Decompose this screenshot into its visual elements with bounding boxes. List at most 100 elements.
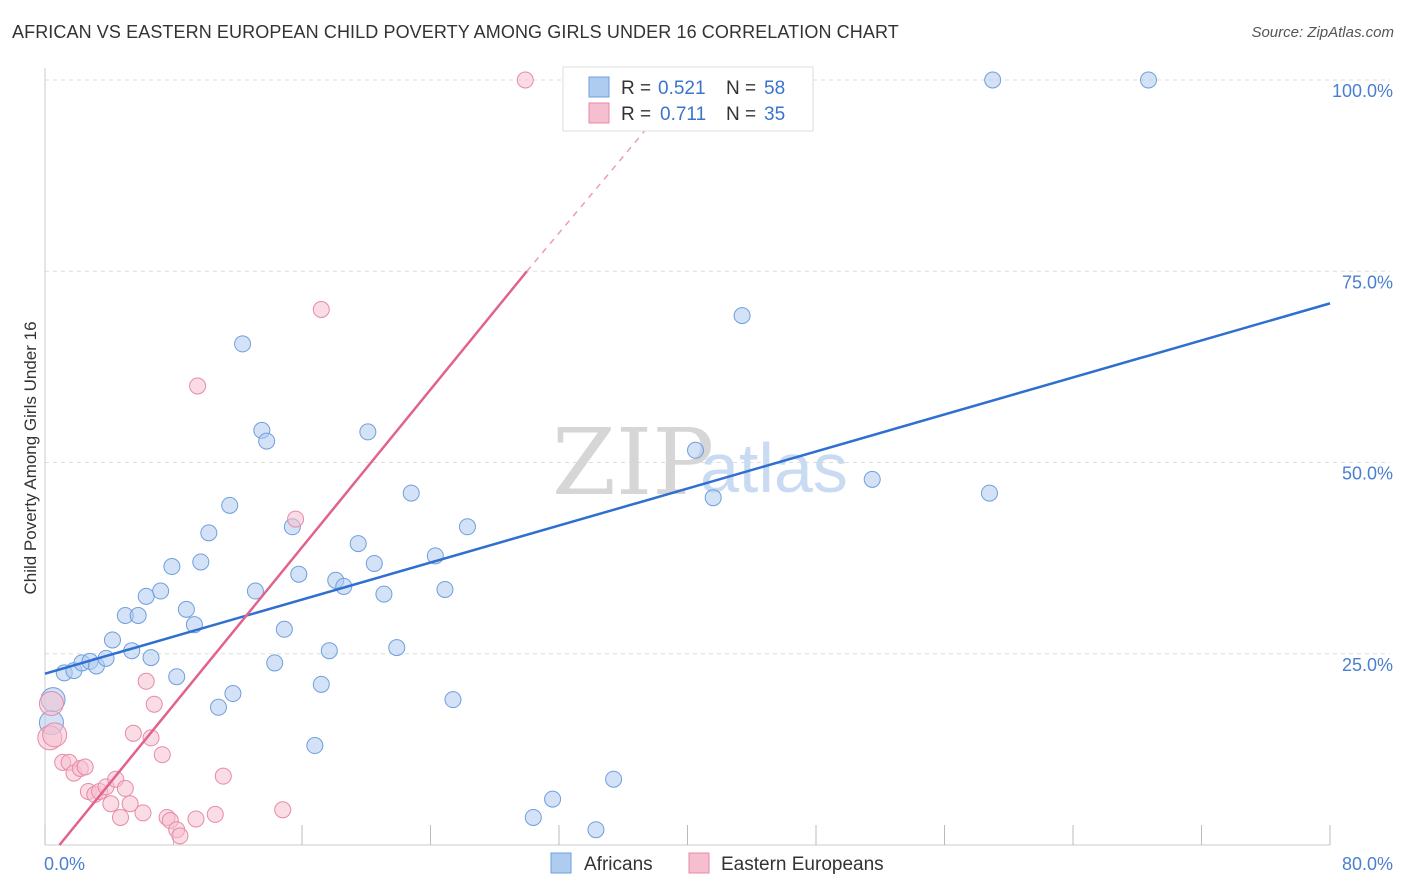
legend-africans-n-value: 58 <box>764 78 785 99</box>
legend-africans-r-label: R = <box>621 78 651 99</box>
eastern-point <box>102 795 120 813</box>
watermark-zip: ZIP <box>552 409 714 516</box>
grid-lines <box>45 79 1390 655</box>
africans-point <box>436 580 454 598</box>
legend-eastern-r-value: 0.711 <box>660 104 706 125</box>
africans-point <box>163 558 181 576</box>
africans-point <box>200 524 218 542</box>
watermark: ZIP atlas <box>552 409 848 516</box>
africans-point <box>587 821 605 839</box>
africans-point <box>168 668 186 686</box>
series-legend-swatch-africans <box>550 852 572 874</box>
x-tick-label: 80.0% <box>1342 854 1393 874</box>
africans-point <box>221 496 239 514</box>
eastern-point <box>145 695 163 713</box>
africans-point <box>605 770 623 788</box>
correlation-legend: R = 0.521 N = 58 R = 0.711 N = 35 <box>562 66 814 132</box>
legend-africans-r-value: 0.521 <box>658 78 706 99</box>
x-tick-label: 0.0% <box>44 854 85 874</box>
africans-point <box>388 639 406 657</box>
africans-point <box>129 607 147 624</box>
data-points <box>37 71 1157 845</box>
eastern-point <box>124 724 142 742</box>
eastern-point <box>121 795 139 813</box>
africans-point <box>733 307 751 325</box>
series-legend-africans: Africans <box>584 854 653 875</box>
africans-point <box>524 808 542 826</box>
series-legend: Africans Eastern Europeans <box>550 852 884 875</box>
legend-eastern-n-value: 35 <box>764 104 785 125</box>
legend-eastern-r-label: R = <box>621 104 651 125</box>
eastern-point <box>516 71 534 89</box>
africans-point <box>103 631 121 649</box>
africans-point <box>234 335 252 353</box>
y-tick-label: 25.0% <box>1342 655 1393 675</box>
series-legend-eastern: Eastern Europeans <box>721 854 884 875</box>
eastern-point <box>142 729 160 747</box>
eastern-point <box>153 746 171 764</box>
eastern-point <box>171 827 189 845</box>
eastern-point <box>187 810 205 828</box>
eastern-trend-line <box>58 270 528 846</box>
africans-point <box>704 489 722 507</box>
legend-swatch-eastern <box>588 102 610 124</box>
africans-point <box>984 71 1002 89</box>
africans-point <box>192 553 210 571</box>
africans-point <box>137 587 155 605</box>
africans-point <box>224 685 242 703</box>
y-axis-title: Child Poverty Among Girls Under 16 <box>21 321 40 594</box>
eastern-point <box>76 758 94 776</box>
africans-point <box>458 518 476 536</box>
africans-point <box>687 441 705 459</box>
africans-point <box>349 535 367 553</box>
africans-point <box>142 649 160 667</box>
africans-point <box>275 620 293 638</box>
africans-point <box>246 582 264 600</box>
axes <box>44 68 1331 846</box>
africans-point <box>290 565 308 583</box>
africans-point <box>863 470 881 488</box>
legend-africans-n-label: N = <box>726 78 756 99</box>
eastern-point <box>134 804 152 822</box>
eastern-point <box>116 779 134 797</box>
africans-point <box>320 642 338 660</box>
legend-eastern-n-label: N = <box>726 104 756 125</box>
africans-point <box>312 675 330 693</box>
y-tick-label: 75.0% <box>1342 272 1393 292</box>
eastern-trend-extension <box>526 117 656 272</box>
tick-labels: 25.0% 50.0% 75.0% 100.0% 0.0% 80.0% <box>44 81 1393 874</box>
africans-point <box>375 585 393 603</box>
eastern-point <box>137 672 155 690</box>
chart-title: AFRICAN VS EASTERN EUROPEAN CHILD POVERT… <box>12 22 899 42</box>
eastern-point <box>206 805 224 823</box>
watermark-atlas: atlas <box>700 429 848 507</box>
africans-point <box>152 582 170 600</box>
eastern-point <box>287 510 305 528</box>
africans-point <box>1139 71 1157 89</box>
africans-point <box>258 432 276 450</box>
eastern-point <box>312 301 330 318</box>
africans-point <box>306 737 324 755</box>
series-legend-swatch-eastern <box>688 852 710 874</box>
africans-point <box>980 484 998 502</box>
africans-point <box>209 698 227 716</box>
eastern-point <box>42 722 68 748</box>
africans-point <box>544 790 562 808</box>
eastern-point <box>214 767 232 785</box>
africans-point <box>365 554 383 572</box>
y-tick-label: 100.0% <box>1332 81 1393 101</box>
trend-lines <box>44 117 1331 846</box>
source-note: Source: ZipAtlas.com <box>1251 24 1394 41</box>
y-tick-label: 50.0% <box>1342 464 1393 484</box>
africans-trend-line <box>44 302 1331 675</box>
eastern-point <box>111 808 129 826</box>
eastern-point <box>189 377 207 395</box>
africans-point <box>266 654 284 672</box>
africans-point <box>444 691 462 709</box>
eastern-point <box>274 801 292 819</box>
eastern-point <box>38 690 64 716</box>
legend-swatch-africans <box>588 76 610 98</box>
africans-point <box>177 600 195 618</box>
africans-point <box>402 484 420 502</box>
